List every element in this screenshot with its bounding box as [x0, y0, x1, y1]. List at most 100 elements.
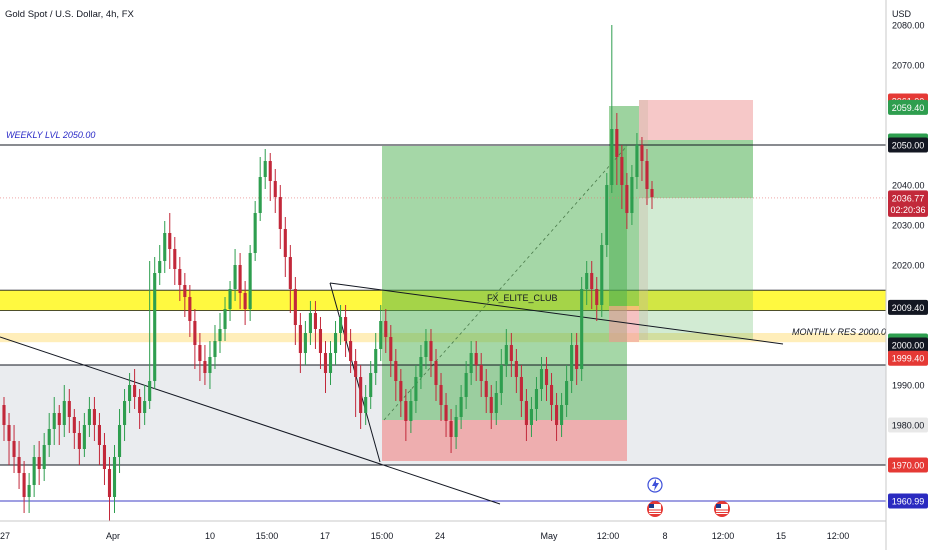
us-flag-event-icon-2[interactable]: [714, 501, 730, 517]
time-tick-label: 10: [205, 531, 215, 541]
price-badges: 2061.002059.402051.002050.002050.002036.…: [888, 93, 928, 509]
time-axis[interactable]: 27 Apr 10 15:00 17 15:00 24 May 12:00 8 12:00 15 12:…: [0, 531, 849, 541]
trendline-descending-upper[interactable]: [329, 282, 784, 345]
candle: [283, 217, 287, 277]
candle: [2, 397, 6, 441]
candle-body: [153, 273, 157, 381]
candle: [323, 341, 328, 393]
candle: [133, 369, 137, 409]
candle: [57, 405, 61, 445]
candle-body: [529, 409, 533, 425]
monthly-res-label[interactable]: MONTHLY RES 2000.00: [792, 327, 891, 337]
candle: [600, 233, 604, 317]
candle-body: [539, 369, 544, 389]
candle: [595, 277, 599, 321]
time-tick-label: 15:00: [371, 531, 394, 541]
price-badge[interactable]: 2009.40: [888, 299, 928, 315]
candle-body: [17, 457, 21, 473]
candles-layer: [2, 25, 654, 521]
time-tick-label: 17: [320, 531, 330, 541]
price-badge[interactable]: 02:20:36: [888, 201, 928, 217]
candle-body: [228, 289, 232, 309]
candle: [27, 473, 31, 513]
trade-diagonal: [383, 145, 628, 421]
candle: [359, 365, 363, 429]
candle-body: [278, 197, 282, 229]
candle-body: [273, 181, 277, 197]
candle-body: [409, 401, 413, 421]
short-entry-column: [639, 100, 648, 340]
candle: [459, 385, 463, 429]
short-target-zone-dark[interactable]: [639, 140, 753, 198]
candle-body: [133, 385, 137, 397]
long-loss-zone-main[interactable]: [382, 420, 627, 461]
candle: [87, 397, 91, 437]
price-badge[interactable]: 2059.40: [888, 99, 928, 115]
candle-body: [600, 245, 604, 305]
candle-body: [439, 385, 443, 405]
price-badge[interactable]: 1970.00: [888, 457, 928, 473]
candle-body: [57, 413, 61, 425]
candle: [273, 169, 277, 213]
candle: [107, 457, 112, 521]
fx-elite-club-label[interactable]: FX_ELITE_CLUB: [487, 293, 558, 303]
price-badge-text: 2000.00: [892, 341, 925, 351]
price-badge[interactable]: 2036.77: [888, 190, 928, 206]
candle: [248, 245, 252, 321]
price-badge[interactable]: 1960.99: [888, 493, 928, 509]
candle-body: [183, 285, 187, 297]
candle: [223, 297, 227, 341]
candle: [615, 113, 619, 185]
candle-body: [308, 313, 312, 333]
candle-body: [92, 409, 96, 425]
candle-body: [519, 377, 523, 401]
candle-body: [72, 417, 76, 433]
candle: [183, 273, 187, 317]
candle-body: [112, 457, 117, 497]
candle: [389, 325, 393, 377]
us-flag-event-icon[interactable]: [647, 501, 663, 517]
candle-body: [248, 253, 252, 309]
candle: [605, 173, 609, 257]
candle-body: [650, 189, 654, 197]
candle: [524, 389, 528, 441]
candle: [102, 433, 107, 485]
candle: [117, 409, 122, 473]
candle-body: [82, 425, 86, 449]
weekly-level-label[interactable]: WEEKLY LVL 2050.00: [6, 130, 95, 140]
candle: [128, 373, 132, 413]
short-stop-zone[interactable]: [639, 100, 753, 140]
price-tick-label: 2080.00: [892, 21, 925, 31]
time-tick-label: 15: [776, 531, 786, 541]
trendline-descending-lower[interactable]: [0, 336, 501, 505]
candle: [509, 333, 513, 377]
price-badge[interactable]: 1999.40: [888, 350, 928, 366]
price-tick-label: 2020.00: [892, 261, 925, 271]
candle-body: [263, 161, 267, 177]
candle: [67, 389, 71, 433]
price-badge[interactable]: 2050.00: [888, 137, 928, 153]
candle-body: [213, 341, 217, 357]
long-profit-zone-small[interactable]: [609, 106, 639, 306]
chart-title: Gold Spot / U.S. Dollar, 4h, FX: [5, 9, 134, 20]
candle: [253, 201, 257, 261]
candle: [143, 385, 147, 425]
candle-body: [429, 341, 433, 361]
candle-body: [570, 345, 574, 381]
candle: [138, 389, 142, 429]
short-target-zone-light[interactable]: [639, 198, 753, 340]
candle: [218, 313, 222, 353]
candle: [494, 381, 498, 425]
flash-event-icon[interactable]: [647, 477, 663, 493]
candle: [178, 257, 182, 301]
candle-body: [404, 401, 408, 421]
candle: [529, 397, 533, 437]
candle-body: [479, 365, 483, 381]
price-badge[interactable]: 1980.00: [888, 417, 928, 433]
candle-body: [258, 177, 262, 213]
candle: [153, 257, 157, 389]
price-badge[interactable]: 2000.00: [888, 337, 928, 353]
candle-body: [354, 361, 358, 377]
